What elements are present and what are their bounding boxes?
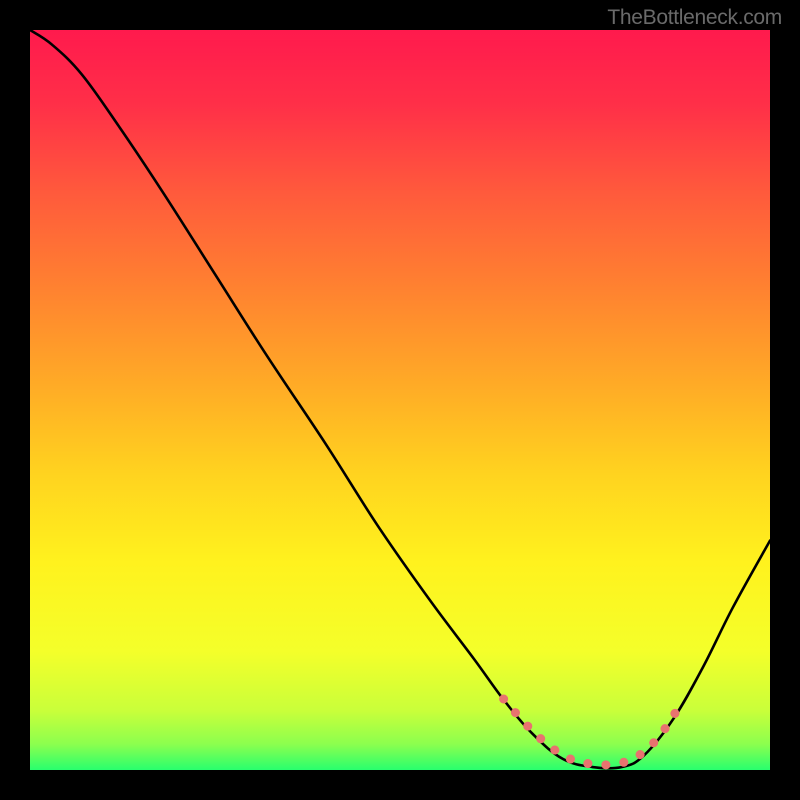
curve-layer xyxy=(30,30,770,770)
watermark-text: TheBottleneck.com xyxy=(607,6,782,30)
chart-container: TheBottleneck.com xyxy=(0,0,800,800)
bottleneck-curve xyxy=(30,30,770,768)
plot-area xyxy=(30,30,770,770)
